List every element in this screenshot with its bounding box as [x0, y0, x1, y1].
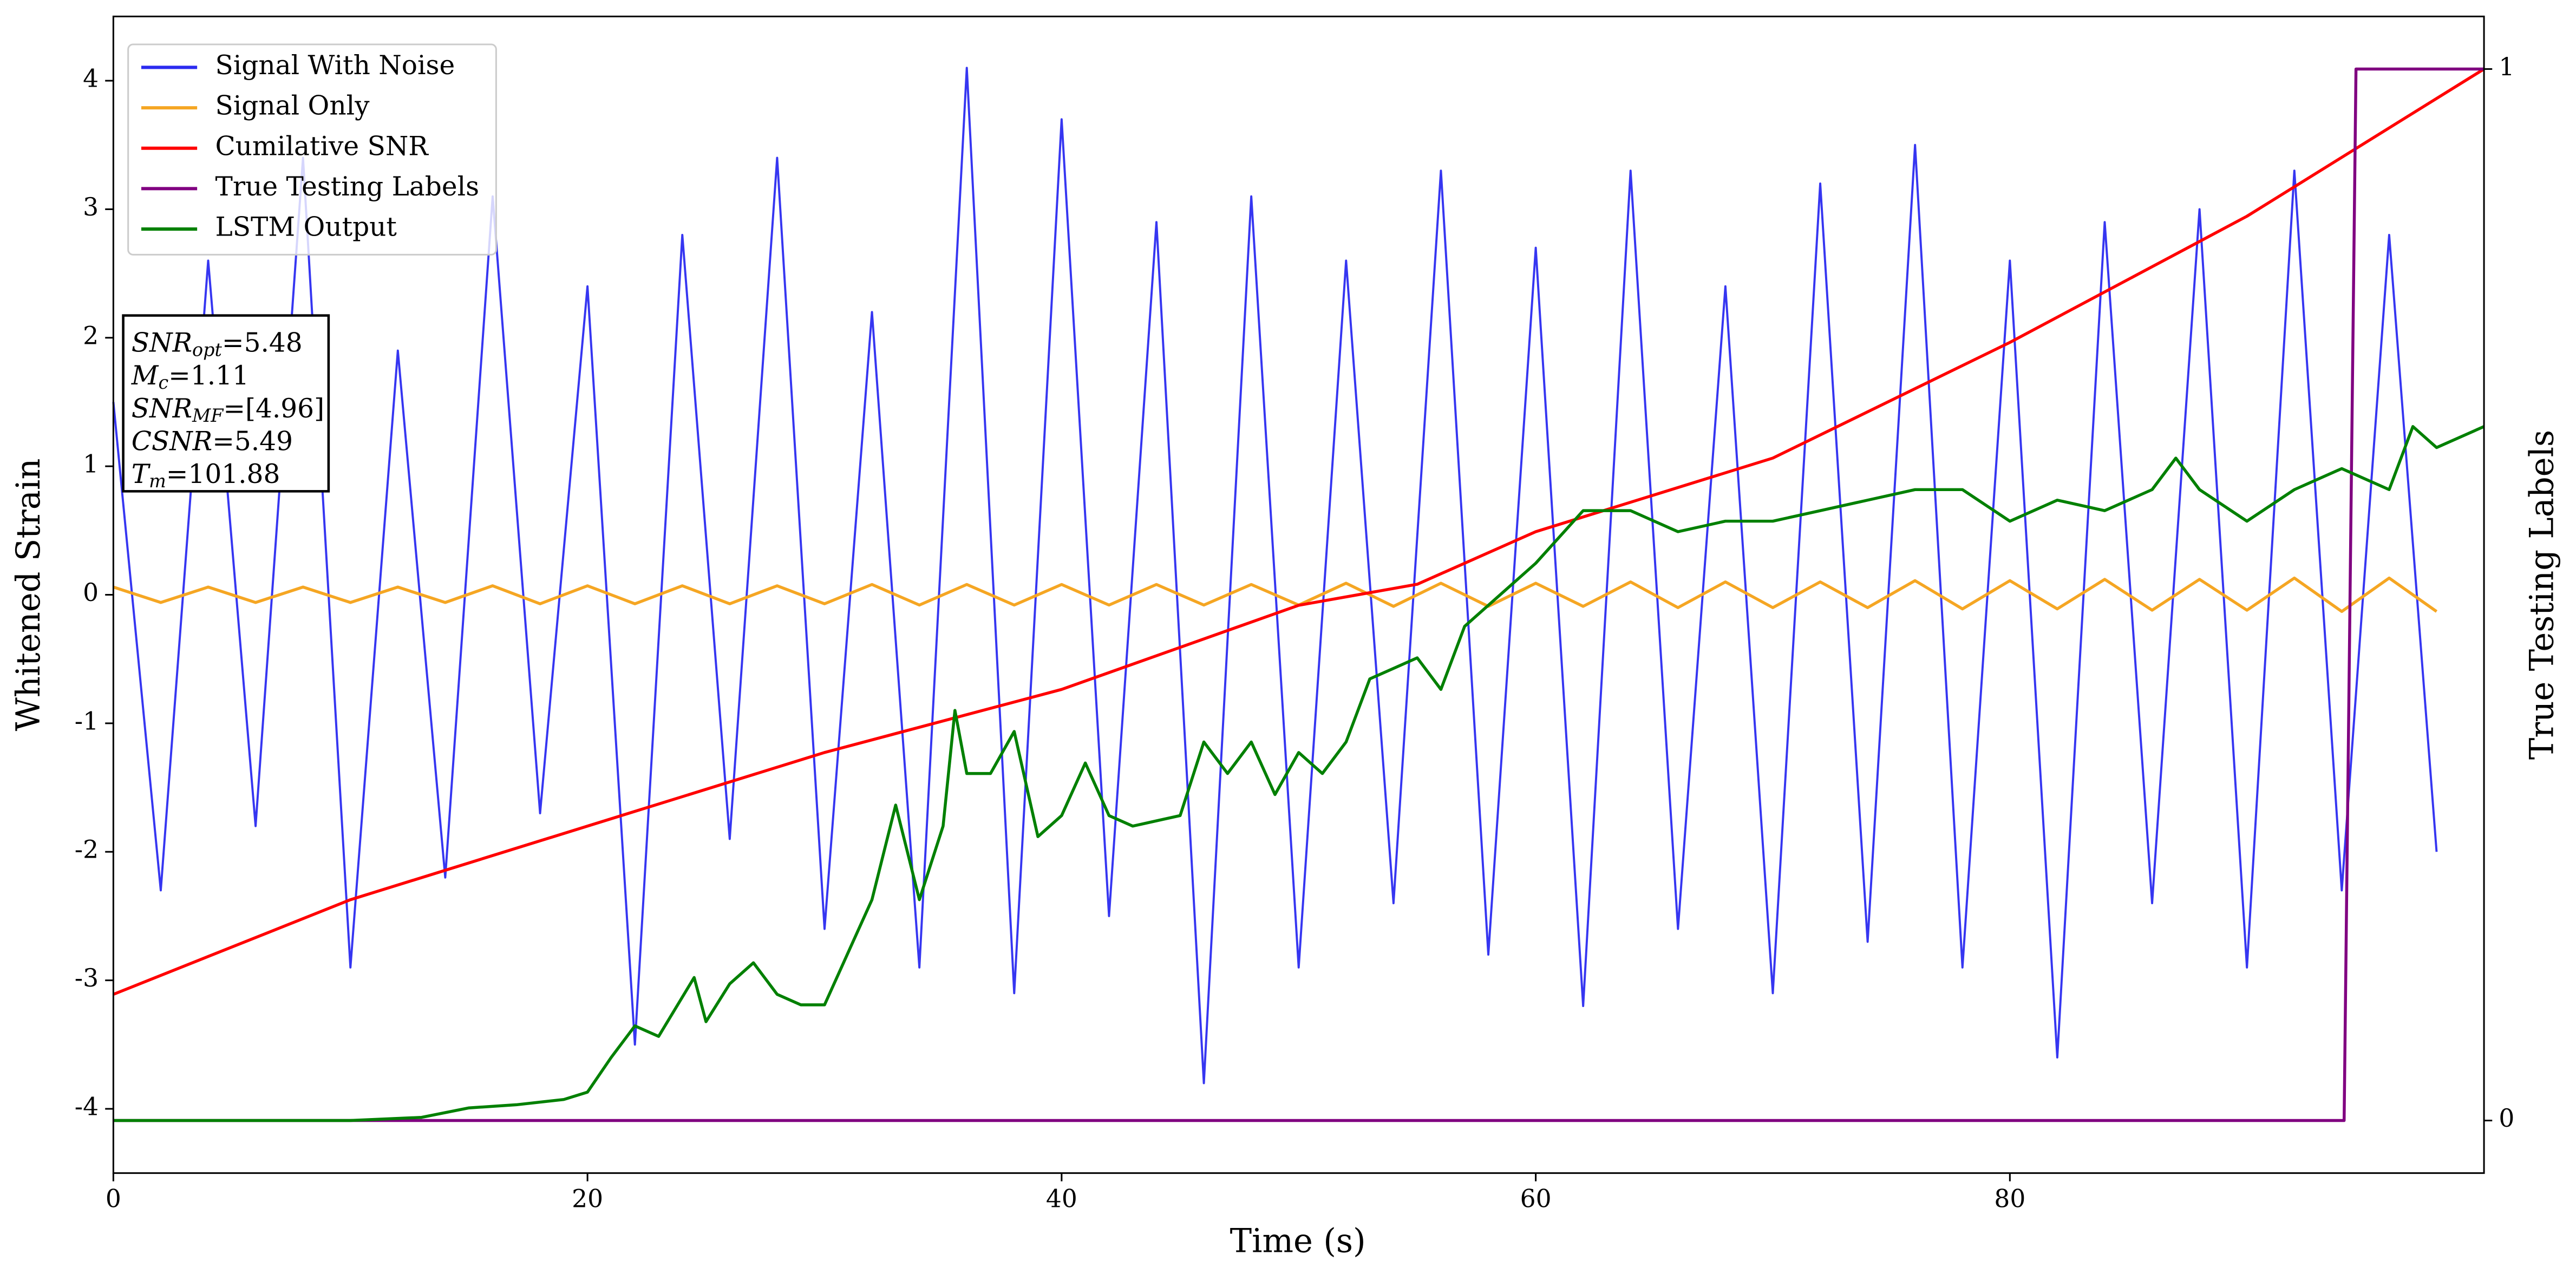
y-tick-label: 3	[83, 193, 99, 221]
series-line	[113, 425, 2485, 1122]
legend-label: Signal With Noise	[215, 50, 455, 81]
y-tick-label: 1	[83, 450, 99, 479]
y-tick-label: -1	[75, 707, 99, 735]
y-tick-label: 4	[83, 64, 99, 93]
annotation-sub: c	[158, 372, 168, 393]
x-axis-label: Time (s)	[1230, 1222, 1366, 1260]
series-line	[113, 68, 2485, 996]
annotation-sub: opt	[192, 339, 222, 361]
series-line	[112, 67, 2438, 1084]
series-line	[113, 576, 2438, 613]
annotation-line: Mc=1.11	[131, 361, 249, 393]
annotation-name: M	[131, 361, 159, 391]
annotation-line: SNRMF=[4.96]	[132, 394, 324, 426]
legend: Signal With Noise Signal Only Cumilative S…	[127, 43, 497, 256]
y-tick-label: 2	[83, 321, 99, 350]
legend-label: True Testing Labels	[215, 172, 480, 202]
y-tick-label: -2	[75, 835, 99, 864]
annotation-value: =[4.96]	[223, 394, 324, 424]
y2-axis-label: True Testing Labels	[2523, 430, 2561, 760]
annotation-value: =5.49	[212, 426, 293, 456]
annotation-line: CSNR=5.49	[132, 426, 293, 456]
annotation-value: =5.48	[222, 328, 303, 358]
legend-box	[127, 43, 497, 256]
annotation-sub: m	[149, 471, 166, 492]
y2-tick-label: 1	[2499, 53, 2514, 81]
annotation-name: CSNR	[132, 426, 212, 456]
annotation-name: T	[132, 459, 151, 489]
x-tick-label: 80	[1994, 1185, 2025, 1213]
legend-label: Cumilative SNR	[215, 131, 429, 161]
y2-tick-label: 0	[2499, 1104, 2514, 1133]
x-tick-label: 60	[1520, 1185, 1552, 1213]
annotation-frame	[122, 314, 330, 493]
legend-label: LSTM Output	[215, 212, 397, 243]
annotation-name: SNR	[132, 328, 192, 358]
annotation-name: SNR	[132, 394, 192, 424]
y-tick-label: 0	[83, 578, 99, 607]
annotation-value: =1.11	[168, 361, 249, 391]
annotation-line: Tm=101.88	[132, 459, 280, 492]
x-tick-label: 20	[572, 1185, 603, 1213]
legend-label: Signal Only	[215, 91, 370, 121]
y-axis-label: Whitened Strain	[10, 459, 48, 731]
annotation-box: SNRopt=5.48Mc=1.11SNRMF=[4.96]CSNR=5.49T…	[122, 314, 330, 493]
y-tick-label: -4	[75, 1092, 99, 1121]
annotation-line: SNRopt=5.48	[132, 328, 303, 360]
series-line	[113, 67, 2485, 1122]
y-tick-label: -3	[75, 964, 99, 992]
annotation-sub: MF	[192, 405, 224, 426]
plot-area	[112, 67, 2485, 1122]
annotation-value: =101.88	[166, 459, 280, 489]
x-tick-label: 0	[106, 1185, 121, 1213]
x-tick-label: 40	[1046, 1185, 1077, 1213]
